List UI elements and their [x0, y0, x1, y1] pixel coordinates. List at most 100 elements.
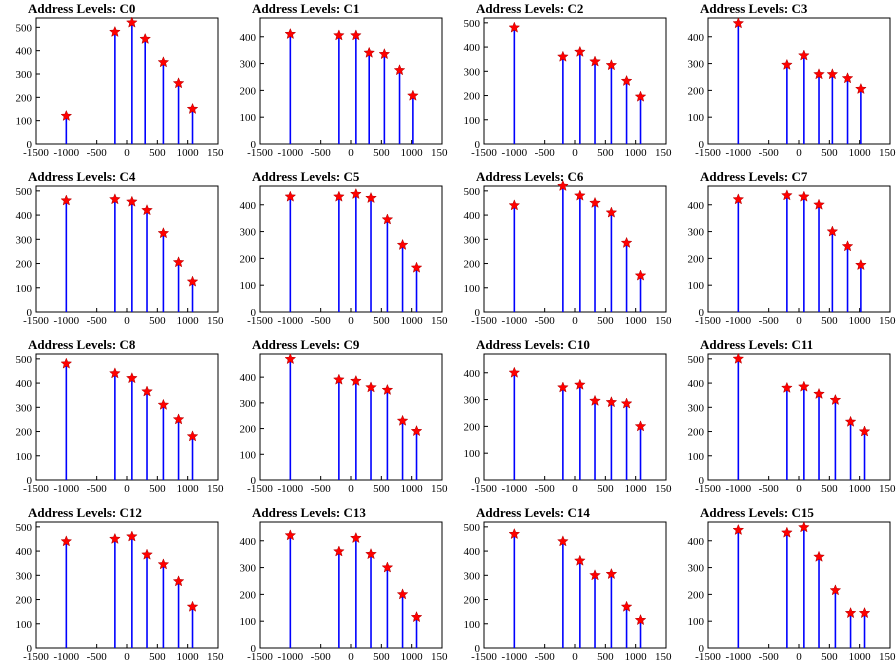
y-tick-label: 100 [688, 451, 705, 463]
peak-star-marker [172, 575, 185, 587]
x-tick-label: -1000 [725, 147, 751, 159]
x-tick-label: -1500 [471, 483, 497, 495]
x-tick-label: -500 [311, 483, 332, 495]
peak-star-marker [186, 600, 199, 612]
y-tick-label: 300 [240, 227, 257, 239]
x-tick-label: 1000 [625, 483, 648, 495]
peak-star-marker [732, 523, 745, 536]
x-tick-label: 0 [572, 315, 578, 327]
y-tick-label: 0 [27, 307, 33, 319]
y-tick-label: 300 [688, 563, 705, 575]
plot-frame [259, 521, 443, 649]
y-tick-label: 0 [251, 643, 257, 655]
x-tick-label: 1500 [431, 147, 448, 159]
x-tick-label: 0 [348, 315, 354, 327]
x-tick-label: 1500 [207, 651, 224, 663]
x-tick-label: 1000 [849, 651, 872, 663]
x-tick-label: -1000 [725, 651, 751, 663]
y-tick-label: 100 [240, 449, 257, 461]
chart-title: Address Levels: C13 [252, 505, 366, 520]
chart-title: Address Levels: C10 [476, 337, 590, 352]
peak-star-marker [141, 548, 153, 560]
chart-panel: Address Levels: C14 0 100 200 300 400 500 -1500… [464, 505, 673, 663]
x-tick-label: 1500 [655, 315, 672, 327]
y-tick-label: 300 [240, 59, 257, 71]
peak-star-marker [829, 393, 842, 406]
y-tick-label: 200 [464, 421, 481, 433]
peak-star-marker [125, 16, 138, 28]
x-tick-label: 500 [821, 483, 838, 495]
x-tick-label: 0 [796, 651, 802, 663]
x-tick-label: 1500 [431, 483, 448, 495]
x-tick-label: 500 [149, 147, 166, 159]
y-tick-label: 400 [16, 546, 33, 558]
x-tick-label: 0 [124, 651, 130, 663]
chart-title: Address Levels: C8 [28, 337, 136, 352]
x-tick-label: 500 [149, 483, 166, 495]
peak-star-marker [556, 50, 569, 62]
chart-panel: Address Levels: C11 0 100 200 300 400 500 -1500… [688, 337, 896, 495]
peak-star-marker [797, 521, 810, 533]
x-tick-label: -1000 [725, 483, 751, 495]
peak-star-marker [108, 367, 121, 379]
x-tick-label: -1500 [247, 147, 273, 159]
peak-star-marker [508, 199, 521, 211]
y-tick-label: 400 [688, 200, 705, 212]
peak-star-marker [332, 373, 345, 385]
plot-frame [35, 17, 219, 145]
peak-star-marker [60, 357, 73, 369]
x-tick-label: 1500 [879, 147, 896, 159]
y-tick-label: 200 [16, 92, 33, 104]
peak-star-marker [410, 610, 423, 623]
x-tick-label: 1000 [849, 483, 872, 495]
y-tick-label: 0 [251, 307, 257, 319]
chart-title: Address Levels: C5 [252, 169, 360, 184]
y-tick-label: 400 [16, 46, 33, 58]
x-tick-label: -1500 [23, 483, 49, 495]
peak-star-marker [634, 420, 647, 432]
y-tick-label: 200 [16, 259, 33, 271]
y-tick-label: 100 [464, 283, 481, 295]
peak-star-marker [589, 394, 601, 406]
x-tick-label: -1500 [247, 315, 273, 327]
peak-star-marker [605, 59, 618, 71]
plot-frame [707, 17, 891, 145]
chart-title: Address Levels: C12 [28, 505, 142, 520]
y-tick-label: 100 [16, 451, 33, 463]
y-tick-label: 400 [240, 372, 257, 384]
peak-star-marker [60, 109, 73, 121]
peak-star-marker [410, 424, 423, 437]
chart-panel: Address Levels: C5 0 100 200 300 400 -1500 -100… [240, 169, 449, 327]
peak-star-marker [139, 32, 152, 44]
peak-star-marker [186, 430, 199, 442]
x-tick-label: 1000 [625, 315, 648, 327]
x-tick-label: 0 [796, 315, 802, 327]
peak-star-marker [365, 547, 377, 560]
y-tick-label: 300 [16, 234, 33, 246]
peak-star-marker [826, 225, 839, 237]
y-tick-label: 500 [464, 186, 481, 198]
peak-star-marker [797, 190, 810, 202]
x-tick-label: -500 [535, 147, 556, 159]
y-tick-label: 300 [464, 570, 481, 582]
chart-title: Address Levels: C0 [28, 1, 135, 16]
y-tick-label: 0 [251, 139, 257, 151]
y-tick-label: 0 [27, 643, 33, 655]
y-tick-label: 0 [699, 139, 705, 151]
peak-star-marker [732, 352, 745, 364]
y-tick-label: 200 [240, 424, 257, 436]
y-tick-label: 400 [688, 32, 705, 44]
chart-title: Address Levels: C3 [700, 1, 808, 16]
x-tick-label: 0 [348, 147, 354, 159]
peak-star-marker [393, 64, 406, 76]
chart-title: Address Levels: C1 [252, 1, 359, 16]
peak-star-marker [589, 196, 601, 208]
peak-star-marker [858, 425, 871, 437]
peak-star-marker [60, 535, 73, 547]
y-tick-label: 200 [464, 91, 481, 103]
peak-star-marker [141, 204, 153, 216]
chart-panel: Address Levels: C10 0 100 200 300 400 -1500 -10… [464, 337, 673, 495]
chart-title: Address Levels: C11 [700, 337, 813, 352]
peak-star-marker [125, 195, 138, 207]
peak-star-marker [780, 526, 793, 538]
